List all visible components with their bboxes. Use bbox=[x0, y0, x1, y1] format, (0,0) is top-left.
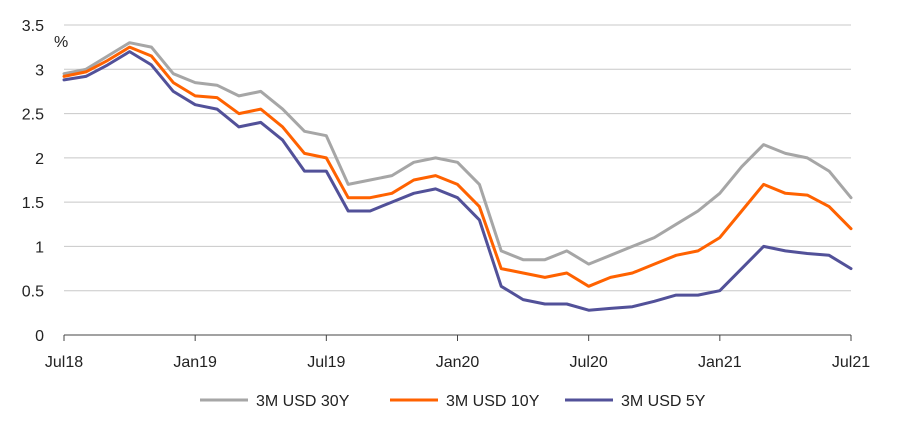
x-tick-label: Jan20 bbox=[436, 354, 480, 371]
x-tick-label: Jul19 bbox=[307, 354, 345, 371]
y-tick-label: 0 bbox=[35, 328, 44, 345]
y-axis-ticks: 0 0.5 1 1.5 2 2.5 3 3.5 bbox=[22, 18, 44, 345]
y-axis-unit-label: % bbox=[54, 34, 68, 51]
series-line-3m-usd-10y bbox=[62, 45, 853, 288]
legend-label: 3M USD 30Y bbox=[256, 393, 350, 410]
y-tick-label: 0.5 bbox=[22, 284, 44, 301]
series-line-3m-usd-5y bbox=[62, 50, 853, 312]
y-tick-label: 2 bbox=[35, 151, 44, 168]
gridlines bbox=[64, 24, 851, 336]
x-tick-label: Jul18 bbox=[45, 354, 83, 371]
y-tick-label: 3.5 bbox=[22, 18, 44, 35]
y-tick-label: 1.5 bbox=[22, 195, 44, 212]
legend: 3M USD 30Y 3M USD 10Y 3M USD 5Y bbox=[200, 393, 706, 410]
series-line-3m-usd-30y bbox=[62, 41, 853, 266]
y-tick-label: 2.5 bbox=[22, 107, 44, 124]
x-tick-label: Jan21 bbox=[698, 354, 742, 371]
legend-label: 3M USD 5Y bbox=[621, 393, 706, 410]
x-tick-label: Jul21 bbox=[832, 354, 870, 371]
legend-label: 3M USD 10Y bbox=[446, 393, 540, 410]
x-tick-label: Jan19 bbox=[173, 354, 217, 371]
x-axis: Jul18 Jan19 Jul19 Jan20 Jul20 Jan21 Jul21 bbox=[45, 335, 870, 371]
series-lines bbox=[62, 41, 853, 312]
y-tick-label: 1 bbox=[35, 239, 44, 256]
y-tick-label: 3 bbox=[35, 62, 44, 79]
x-tick-label: Jul20 bbox=[570, 354, 608, 371]
